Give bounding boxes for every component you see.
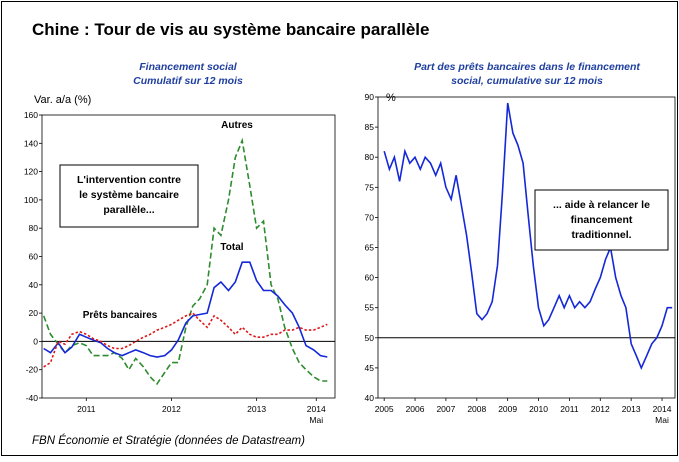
x-tick-label: 2013: [622, 404, 641, 414]
subtitle: Financement social: [139, 61, 238, 73]
y-tick-label: 80: [365, 152, 375, 162]
x-tick-label: 2012: [591, 404, 610, 414]
series-label: Autres: [221, 120, 253, 131]
y-tick-label: 70: [365, 212, 375, 222]
series-label: Prêts bancaires: [83, 310, 158, 321]
annotation: traditionnel.: [571, 229, 631, 241]
y-tick-label: 60: [365, 273, 375, 283]
x-tick-label: 2012: [162, 404, 181, 414]
y-tick-label: 75: [365, 182, 375, 192]
x-end-label: Mai: [309, 415, 323, 425]
subtitle: social, cumulative sur 12 mois: [451, 75, 603, 87]
y-tick-label: 40: [29, 280, 39, 290]
annotation: le système bancaire: [79, 189, 179, 201]
x-tick-label: 2011: [560, 404, 579, 414]
annotation-box: [59, 164, 199, 228]
x-tick-label: 2009: [498, 404, 517, 414]
x-tick-label: 2014: [307, 404, 326, 414]
y-axis-label: %: [386, 92, 396, 104]
series-line: [42, 137, 328, 386]
y-tick-label: 65: [365, 243, 375, 253]
series-line: [43, 312, 328, 368]
subtitle: Cumulatif sur 12 mois: [133, 75, 243, 87]
annotation: ... aide à relancer le: [553, 199, 650, 211]
annotation: financement: [571, 214, 633, 226]
title: Chine : Tour de vis au système bancaire …: [32, 20, 429, 39]
x-tick-label: 2011: [77, 404, 96, 414]
x-end-label: Mai: [655, 415, 669, 425]
x-tick-label: 2008: [467, 404, 486, 414]
x-tick-label: 2006: [406, 404, 425, 414]
y-tick-label: 50: [365, 333, 375, 343]
footer: FBN Économie et Stratégie (données de Da…: [32, 434, 305, 447]
series-line: [383, 102, 673, 370]
series-label: Total: [220, 242, 243, 253]
y-tick-label: 120: [24, 167, 38, 177]
y-tick-label: 20: [29, 308, 39, 318]
subtitle: Part des prêts bancaires dans le finance…: [414, 61, 640, 73]
y-tick-label: 55: [365, 303, 375, 313]
y-tick-label: 60: [29, 252, 39, 262]
x-tick-label: 2005: [375, 404, 394, 414]
x-tick-label: 2013: [247, 404, 266, 414]
y-tick-label: -40: [26, 393, 39, 403]
series-line: [43, 261, 328, 358]
x-tick-label: 2014: [653, 404, 672, 414]
x-tick-label: 2007: [436, 404, 455, 414]
y-tick-label: 90: [365, 92, 375, 102]
annotation-box: [534, 189, 669, 251]
y-tick-label: 0: [33, 336, 38, 346]
y-tick-label: 40: [365, 393, 375, 403]
y-tick-label: -20: [26, 365, 39, 375]
y-tick-label: 80: [29, 223, 39, 233]
annotation: parallèle...: [103, 204, 154, 216]
y-tick-label: 85: [365, 122, 375, 132]
y-axis-label: Var. a/a (%): [34, 94, 91, 106]
y-tick-label: 100: [24, 195, 38, 205]
x-tick-label: 2010: [529, 404, 548, 414]
y-tick-label: 45: [365, 363, 375, 373]
annotation: L'intervention contre: [77, 174, 181, 186]
y-tick-label: 160: [24, 110, 38, 120]
y-tick-label: 140: [24, 138, 38, 148]
